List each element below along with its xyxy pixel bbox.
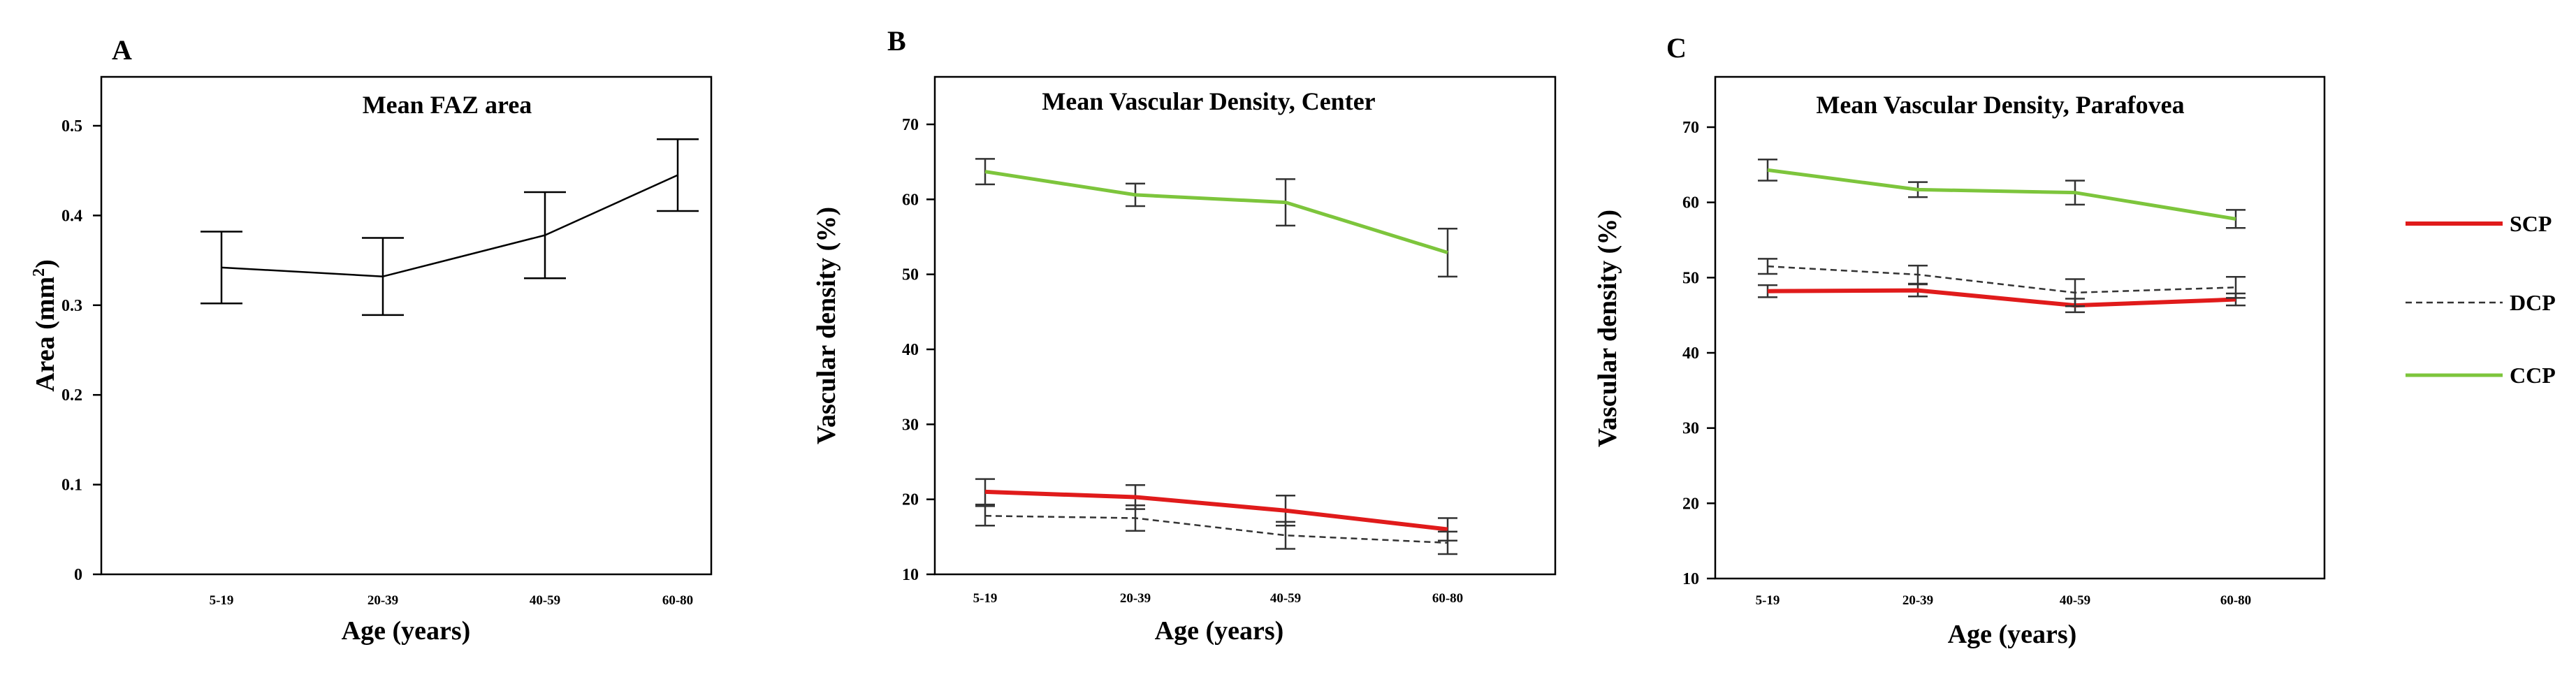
y-tick-label: 60 (902, 191, 919, 209)
panel-a-y-axis-label-sup: 2 (30, 268, 48, 277)
panel-b-plot-frame (933, 75, 1557, 576)
panel-a-y-axis-label-main: Area (mm (31, 277, 60, 392)
x-tick-label: 5-19 (973, 591, 998, 606)
x-tick-label: 20-39 (1902, 593, 1933, 608)
y-tick-label: 0.5 (61, 117, 82, 136)
legend-label-ccp: CCP (2510, 363, 2556, 388)
legend-label-dcp: DCP (2510, 290, 2556, 315)
y-tick-label: 70 (1682, 119, 1699, 137)
series-line-faz (221, 174, 678, 277)
panel-b-x-axis-label: Age (years) (1155, 616, 1284, 646)
x-tick-label: 20-39 (368, 593, 398, 608)
series-ccp (1758, 159, 2246, 229)
panel-c-plot-frame (1714, 75, 2326, 580)
legend: SCP DCP CCP (2406, 211, 2556, 388)
y-tick-label: 50 (1682, 269, 1699, 287)
panel-b-y-axis-label: Vascular density (%) (812, 207, 841, 444)
panel-a-y-axis-label-close: ) (31, 259, 60, 268)
panel-c-x-axis-label: Age (years) (1948, 620, 2077, 649)
y-tick-label: 40 (902, 341, 919, 359)
y-tick-label: 0.3 (61, 297, 82, 315)
panel-a-y-axis-label: Area (mm2) (30, 259, 60, 392)
series-line-scp (1767, 288, 2236, 308)
y-tick-label: 10 (902, 566, 919, 584)
panel-b: B Mean Vascular Density, Center Age (yea… (812, 25, 1557, 646)
panel-a: A Mean FAZ area Age (years) Area (mm2) 0… (30, 34, 713, 646)
y-tick-label: 0.2 (61, 386, 82, 405)
x-tick-label: 60-80 (1432, 591, 1463, 606)
panel-c-title: Mean Vascular Density, Parafovea (1816, 91, 2184, 119)
series-ccp (975, 158, 1457, 278)
series-line-scp (984, 489, 1448, 532)
y-tick-label: 60 (1682, 194, 1699, 212)
y-tick-label: 30 (1682, 420, 1699, 438)
panel-c: C Mean Vascular Density, Parafovea Age (… (1593, 32, 2326, 649)
x-tick-label: 60-80 (2220, 593, 2251, 608)
series-line-ccp (984, 170, 1448, 254)
panel-a-x-axis-label: Age (years) (342, 616, 471, 646)
panel-c-y-axis-label: Vascular density (%) (1593, 210, 1622, 447)
panel-a-letter: A (112, 34, 132, 66)
y-tick-label: 50 (902, 266, 919, 284)
panel-b-letter: B (887, 25, 906, 57)
panel-a-plot-area: 0 0.1 0.2 0.3 0.4 0.5 5-19 20-39 40-59 60-80 (61, 117, 699, 608)
y-tick-label: 30 (902, 416, 919, 434)
x-tick-label: 5-19 (1756, 593, 1780, 608)
panel-a-title: Mean FAZ area (363, 91, 532, 119)
y-tick-label: 0 (74, 566, 82, 584)
series-scp (1758, 283, 2246, 314)
panel-c-plot-area: 10 20 30 40 50 60 70 5-19 20-39 40-59 60-80 (1682, 119, 2251, 608)
x-tick-label: 40-59 (530, 593, 560, 608)
panel-b-plot-area: 10 20 30 40 50 60 70 5-19 20-39 40-59 60-80 (902, 116, 1463, 606)
y-tick-label: 70 (902, 116, 919, 134)
series-dcp (975, 504, 1457, 555)
error-bar (1276, 521, 1295, 550)
panel-b-title: Mean Vascular Density, Center (1042, 87, 1375, 115)
x-tick-label: 20-39 (1120, 591, 1151, 606)
panel-c-letter: C (1666, 32, 1687, 64)
error-bar (2226, 276, 2246, 299)
series-line-dcp (984, 515, 1448, 544)
y-tick-label: 20 (1682, 495, 1699, 513)
y-tick-label: 0.1 (61, 477, 82, 495)
y-tick-label: 20 (902, 491, 919, 509)
y-tick-label: 0.4 (61, 207, 82, 225)
x-tick-label: 5-19 (210, 593, 234, 608)
panel-a-plot-frame (100, 75, 713, 576)
x-tick-label: 40-59 (1270, 591, 1301, 606)
y-tick-label: 10 (1682, 570, 1699, 588)
series-scp (975, 478, 1457, 541)
y-tick-label: 40 (1682, 344, 1699, 363)
x-tick-label: 40-59 (2060, 593, 2090, 608)
series-line-ccp (1767, 168, 2236, 221)
x-tick-label: 60-80 (662, 593, 693, 608)
series-dcp (1758, 258, 2246, 307)
series-faz (201, 138, 699, 317)
series-line-dcp (1767, 265, 2236, 294)
error-bar (1758, 284, 1777, 298)
legend-label-scp: SCP (2510, 211, 2552, 236)
